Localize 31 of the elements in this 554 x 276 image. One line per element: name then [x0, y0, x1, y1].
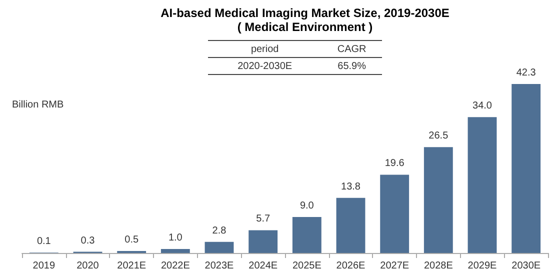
text: period	[208, 40, 322, 58]
x-tick-label: 2027E	[380, 260, 410, 272]
chart-title: AI-based Medical Imaging Market Size, 2019-2030E	[160, 6, 450, 20]
x-tick-label: 2019	[32, 260, 56, 272]
data-label: 2.8	[212, 225, 227, 236]
data-label: 34.0	[472, 100, 492, 112]
data-label: 1.0	[168, 232, 183, 244]
data-label: 5.7	[256, 214, 270, 225]
x-tick-label: 2029E	[468, 260, 498, 272]
x-tick-label: 2025E	[292, 260, 322, 272]
text: 2020-2030E	[208, 58, 322, 74]
data-label: 0.5	[124, 234, 139, 246]
x-tick-label: 2021E	[117, 260, 146, 272]
x-tick-label: 2020	[76, 260, 100, 272]
text: CAGR	[322, 40, 382, 58]
data-label: 13.8	[341, 181, 361, 192]
text: 65.9%	[322, 58, 382, 74]
data-label: 26.5	[428, 130, 449, 142]
x-tick-label: 2030E	[512, 260, 541, 272]
x-tick-label: 2028E	[424, 260, 454, 272]
data-label: 42.3	[516, 68, 536, 78]
x-tick-label: 2026E	[336, 260, 366, 272]
x-tick-label: 2022E	[160, 260, 190, 272]
x-tick-label: 2023E	[204, 260, 234, 272]
data-label: 19.6	[384, 158, 405, 170]
data-label: 9.0	[300, 200, 314, 212]
data-label: 0.3	[80, 235, 96, 246]
x-tick-label: 2024E	[248, 260, 278, 272]
y-axis-title: Billion RMB	[12, 100, 64, 110]
chart-subtitle: ( Medical Environment )	[237, 20, 373, 34]
data-label: 0.1	[36, 236, 52, 248]
